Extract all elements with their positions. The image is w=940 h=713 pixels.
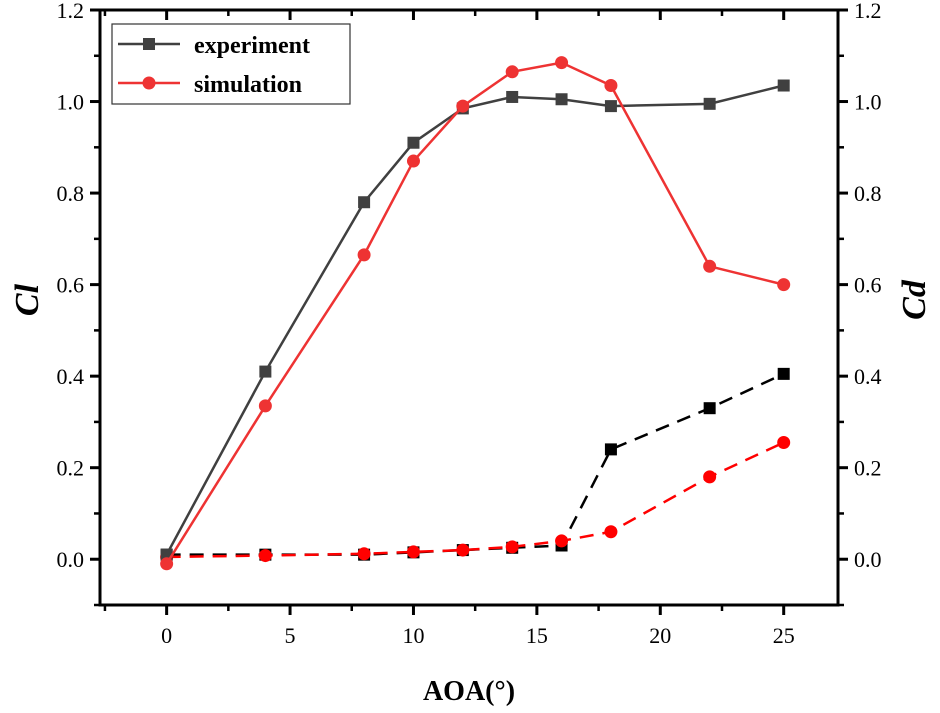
y2-tick-label: 1.2 — [854, 0, 882, 23]
plot-marks — [160, 56, 791, 571]
y-tick-label: 0.8 — [57, 181, 85, 206]
y2-tick-label: 0.8 — [854, 181, 882, 206]
y-axis-title: Cl — [9, 283, 46, 316]
point-experiment-cl — [555, 93, 568, 106]
point-simulation-cl — [160, 557, 174, 571]
point-simulation-cl — [604, 79, 618, 93]
y-tick-label: 0.2 — [57, 456, 85, 481]
y2-axis-title: Cd — [896, 279, 933, 320]
point-simulation-cd — [406, 545, 420, 559]
x-tick-label: 25 — [773, 623, 795, 648]
point-experiment-cl — [506, 90, 519, 103]
point-simulation-cl — [456, 99, 470, 113]
point-simulation-cl — [555, 56, 569, 70]
series-line-experiment-cl — [165, 84, 784, 556]
y2-tick-label: 0.6 — [854, 273, 882, 298]
point-simulation-cd — [703, 470, 717, 484]
point-experiment-cd — [703, 402, 716, 415]
point-experiment-cl — [777, 79, 790, 92]
point-simulation-cd — [357, 547, 371, 561]
point-experiment-cd — [604, 443, 617, 456]
point-simulation-cl — [505, 65, 519, 79]
legend-marker-experiment — [143, 38, 155, 50]
x-tick-label: 15 — [526, 623, 548, 648]
y2-tick-label: 0.0 — [854, 547, 882, 572]
point-simulation-cd — [505, 540, 519, 554]
legend-label-simulation: simulation — [194, 72, 302, 98]
x-axis-title: AOA(°) — [423, 676, 515, 707]
point-experiment-cd — [777, 367, 790, 380]
point-simulation-cd — [456, 543, 470, 557]
point-simulation-cd — [258, 549, 272, 563]
x-tick-label: 5 — [285, 623, 296, 648]
point-simulation-cl — [357, 248, 371, 262]
point-simulation-cd — [777, 436, 791, 450]
point-experiment-cl — [259, 365, 272, 378]
x-tick-label: 0 — [161, 623, 172, 648]
series-line-simulation-cd — [166, 441, 785, 559]
y2-tick-label: 0.2 — [854, 456, 882, 481]
legend-label-experiment: experiment — [194, 33, 310, 59]
point-experiment-cl — [358, 196, 371, 209]
series-line-simulation-cl — [165, 61, 784, 565]
point-simulation-cd — [555, 534, 569, 548]
point-simulation-cl — [258, 399, 272, 413]
point-simulation-cl — [703, 259, 717, 273]
y-tick-label: 0.0 — [57, 547, 85, 572]
plot-frame — [98, 8, 840, 607]
point-experiment-cl — [703, 97, 716, 110]
x-tick-label: 20 — [649, 623, 671, 648]
y-tick-label: 0.4 — [57, 364, 85, 389]
point-simulation-cd — [604, 525, 618, 539]
series-line-experiment-cd — [166, 372, 785, 556]
y-tick-label: 1.2 — [57, 0, 85, 23]
point-simulation-cl — [406, 154, 420, 168]
point-experiment-cl — [407, 136, 420, 149]
point-experiment-cl — [604, 100, 617, 113]
legend-marker-simulation — [142, 76, 156, 90]
legend-box — [111, 23, 351, 105]
point-simulation-cl — [777, 278, 791, 292]
legend: experiment simulation — [111, 23, 351, 105]
y-tick-label: 0.6 — [57, 273, 85, 298]
axis-ticks: 0 5 10 15 20 25 0.0 0.0 0.2 0.2 0.4 0.4 0.6 0.6 0.8 0.8… — [57, 0, 882, 648]
y2-tick-label: 1.0 — [854, 90, 882, 115]
y-tick-label: 1.0 — [57, 90, 85, 115]
x-tick-label: 10 — [402, 623, 424, 648]
y2-tick-label: 0.4 — [854, 364, 882, 389]
